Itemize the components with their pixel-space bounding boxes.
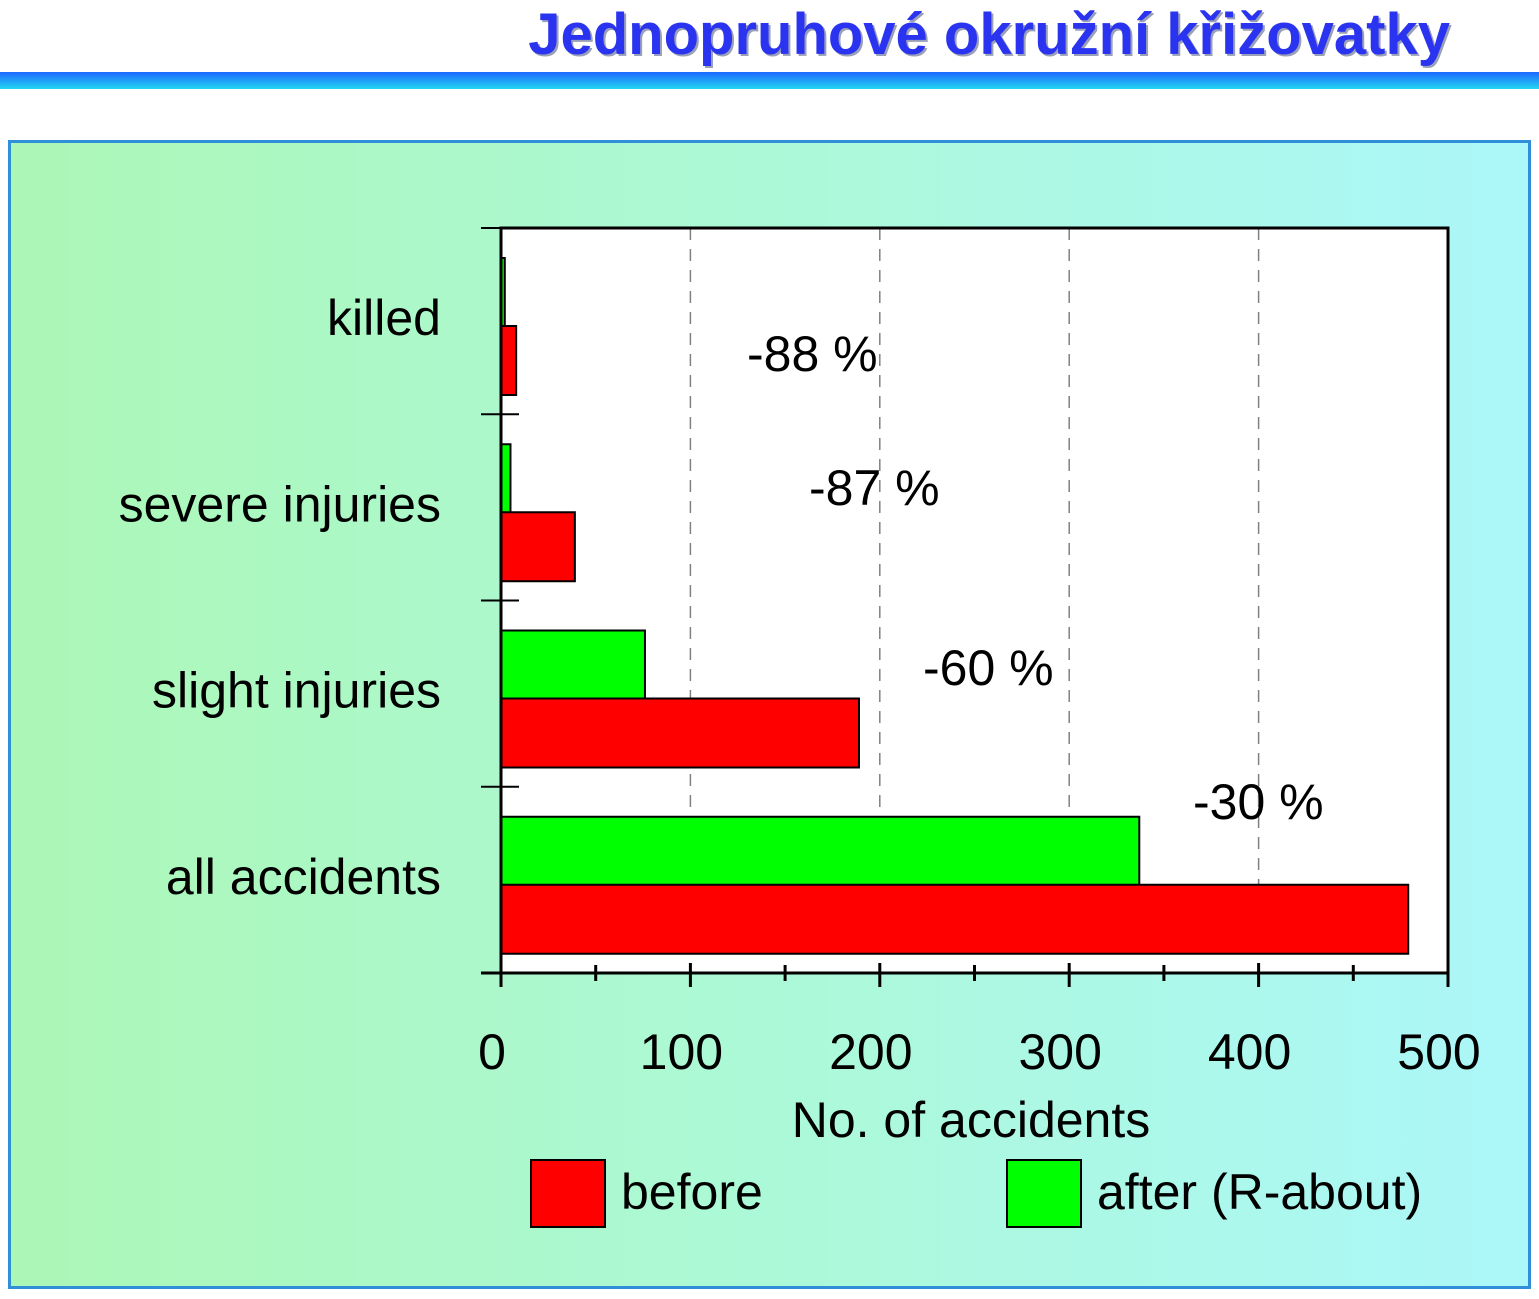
legend-label: before (621, 1164, 763, 1220)
x-tick-label: 0 (478, 1024, 506, 1080)
bar-chart: killed severe injuries slight injuries all … (119, 226, 1481, 1228)
reduction-label: -60 % (923, 640, 1054, 696)
bar-after-2 (500, 629, 646, 701)
reduction-label: -87 % (809, 460, 940, 516)
bar-before-2 (500, 697, 860, 769)
category-label: all accidents (166, 849, 441, 905)
category-label: slight injuries (152, 663, 441, 719)
category-label: severe injuries (119, 476, 441, 532)
x-axis-title: No. of accidents (792, 1092, 1151, 1148)
slide-title: Jednopruhové okružní křižovatky (528, 2, 1450, 67)
x-tick-label: 200 (829, 1024, 912, 1080)
category-label: killed (327, 290, 441, 346)
bar-before-0 (500, 325, 518, 396)
x-tick-label: 400 (1208, 1024, 1291, 1080)
reduction-label: -30 % (1193, 774, 1324, 830)
x-tick-label: 300 (1018, 1024, 1101, 1080)
reduction-label: -88 % (747, 326, 878, 382)
chart-panel: killed severe injuries slight injuries all … (8, 140, 1531, 1289)
bar-before-1 (500, 511, 576, 583)
x-tick-label: 100 (640, 1024, 723, 1080)
bar-after-3 (500, 815, 1141, 887)
title-divider (0, 72, 1539, 89)
legend-swatch (530, 1159, 606, 1228)
x-tick-label: 500 (1397, 1024, 1480, 1080)
bar-before-3 (500, 883, 1410, 955)
legend-label: after (R-about) (1097, 1164, 1422, 1220)
legend-swatch (1006, 1159, 1082, 1228)
